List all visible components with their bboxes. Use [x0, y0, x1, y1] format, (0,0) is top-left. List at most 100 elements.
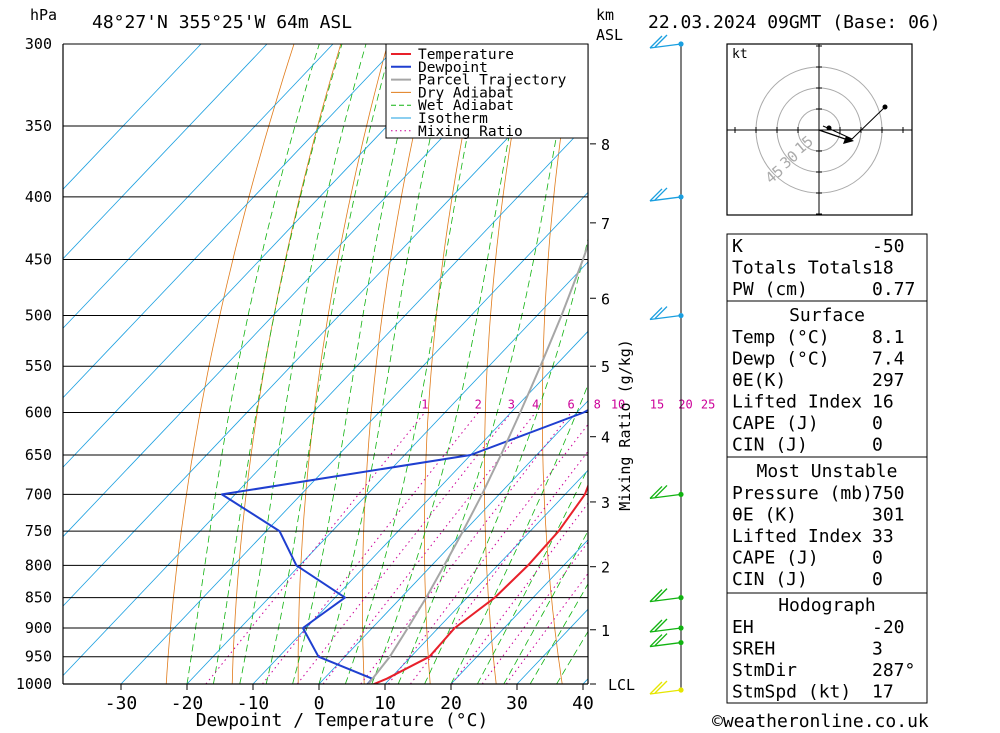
hpa-label: hPa — [30, 6, 57, 24]
mixing-ratio-label: 1 — [421, 397, 428, 411]
mixing-ratio-line — [322, 412, 536, 684]
wind-barb-staff — [649, 43, 682, 49]
legend-label: Wet Adiabat — [418, 98, 514, 114]
x-tick-label: 10 — [374, 693, 396, 714]
wind-barb-flag — [654, 588, 668, 602]
index-label: EH — [732, 617, 754, 638]
pressure-tick-label: 900 — [25, 619, 52, 637]
km-tick-label: 2 — [601, 559, 610, 577]
dry-adiabat — [902, 44, 1000, 684]
pressure-tick-label: 400 — [25, 188, 52, 206]
hodograph-trace — [822, 106, 886, 140]
index-label: Totals Totals — [732, 258, 873, 279]
index-value: 33 — [872, 526, 894, 547]
mixing-ratio-label: 20 — [678, 397, 692, 411]
pressure-tick-label: 1000 — [16, 675, 52, 693]
wind-barb — [649, 484, 684, 500]
wind-barb-flag — [649, 634, 663, 648]
x-tick-label: 40 — [572, 693, 594, 714]
wind-barb-staff — [649, 493, 682, 500]
wind-barb-flag — [649, 589, 663, 603]
hodograph-point — [882, 104, 888, 110]
km-tick-label: 4 — [601, 429, 610, 447]
dry-adiabat — [996, 44, 1000, 684]
pressure-tick-label: 750 — [25, 522, 52, 540]
isotherm — [63, 44, 400, 399]
isotherm — [63, 52, 588, 607]
wind-barb-flag — [649, 619, 663, 633]
storm-motion-vector — [818, 129, 849, 141]
index-label: Pressure (mb) — [732, 483, 873, 504]
wind-barb — [649, 306, 684, 321]
isotherm — [63, 44, 532, 538]
pressure-tick-label: 500 — [25, 307, 52, 325]
wind-barb-flag — [654, 633, 668, 647]
wind-barb-flag — [649, 35, 663, 49]
index-value: 16 — [872, 392, 894, 413]
mixing-ratio-line — [481, 541, 588, 684]
hodograph-unit: kt — [732, 47, 748, 62]
mixing-ratio-label: 4 — [532, 397, 539, 411]
storm-motion-arrowhead — [843, 136, 854, 144]
wind-barb-flag — [654, 484, 668, 498]
isotherm — [63, 44, 466, 468]
dry-adiabat — [653, 44, 694, 684]
isotherm — [252, 330, 588, 684]
index-value: 18 — [872, 258, 894, 279]
x-tick-label: -20 — [171, 693, 204, 714]
mixing-ratio-line — [360, 412, 572, 684]
x-tick-label: 0 — [314, 693, 325, 714]
mixing-ratio-line — [262, 412, 479, 684]
legend-label: Parcel Trajectory — [418, 73, 567, 89]
mixing-ratio-line — [296, 412, 512, 684]
wind-barb — [649, 618, 684, 633]
pressure-tick-label: 850 — [25, 589, 52, 607]
legend-label: Dewpoint — [418, 60, 488, 76]
isotherm — [63, 44, 334, 329]
wind-barb-staff — [649, 314, 682, 321]
wet-adiabat — [239, 44, 367, 684]
pressure-tick-label: 600 — [25, 403, 52, 421]
wind-barb — [649, 34, 684, 49]
x-tick-label: -10 — [237, 693, 270, 714]
wind-barb — [649, 680, 684, 695]
index-label: CAPE (J) — [732, 413, 819, 434]
isotherm — [186, 261, 588, 684]
wet-adiabat — [450, 383, 588, 684]
pressure-tick-label: 950 — [25, 648, 52, 666]
isotherm — [318, 400, 588, 684]
index-value: 8.1 — [872, 327, 905, 348]
index-label: Dewp (°C) — [732, 349, 830, 370]
temperature-profile — [371, 483, 588, 684]
mixing-ratio-line — [388, 423, 588, 684]
index-label: SREH — [732, 639, 775, 660]
km-tick-label: 6 — [601, 290, 610, 308]
legend-label: Dry Adiabat — [418, 85, 514, 101]
section-title: Most Unstable — [757, 461, 898, 482]
wind-barb-flag — [649, 485, 663, 499]
index-value: 3 — [872, 639, 883, 660]
pressure-tick-label: 700 — [25, 485, 52, 503]
wind-barb-staff — [649, 627, 682, 633]
index-value: -50 — [872, 236, 905, 257]
km-tick-label: 3 — [601, 494, 610, 512]
index-label: θE (K) — [732, 505, 797, 526]
km-tick-label: 1 — [601, 622, 610, 640]
x-tick-label: 30 — [506, 693, 528, 714]
location-title: 48°27'N 355°25'W 64m ASL — [92, 12, 352, 33]
index-value: 287° — [872, 660, 915, 681]
wet-adiabat — [371, 44, 528, 684]
pressure-tick-label: 300 — [25, 35, 52, 53]
dry-adiabat — [541, 44, 576, 684]
index-label: StmDir — [732, 660, 797, 681]
wind-barb-flag — [654, 618, 668, 632]
pressure-tick-label: 800 — [25, 556, 52, 574]
index-value: 0.77 — [872, 279, 915, 300]
mixing-ratio-axis-title: Mixing Ratio (g/kg) — [616, 339, 634, 511]
wind-barb-flag — [654, 680, 668, 694]
parcel-trajectory-profile — [367, 242, 588, 684]
